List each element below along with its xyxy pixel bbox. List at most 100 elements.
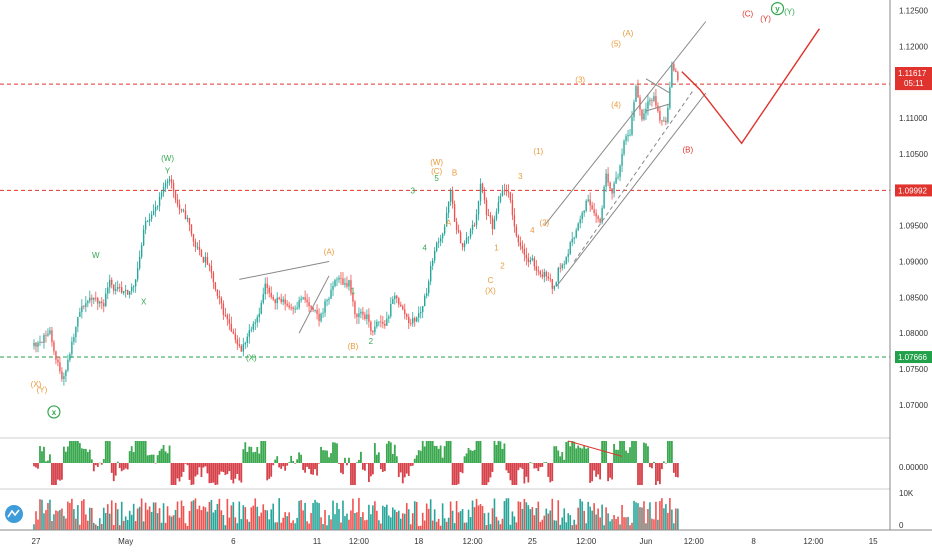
osc-bar: [80, 448, 83, 463]
candle: [471, 220, 474, 235]
candle: [270, 286, 272, 300]
time-axis[interactable]: 27 May 6 11 12:00 18 12:00 25 12:00 Jun 12:00 8 12:0…: [0, 529, 932, 550]
channel-1-upper[interactable]: [239, 261, 330, 280]
osc-bar: [443, 446, 446, 463]
volume-bar: [350, 510, 352, 530]
volume-bar: [505, 498, 508, 530]
channel-1-lower[interactable]: [298, 275, 330, 334]
volume-bar: [567, 513, 570, 530]
tradingview-logo-icon[interactable]: [5, 505, 23, 523]
candle: [192, 233, 195, 247]
volume-bar: [164, 522, 167, 530]
wave-label: (X): [31, 380, 42, 389]
osc-bar: [128, 451, 131, 463]
volume-bar: [51, 520, 53, 530]
osc-bar: [461, 463, 464, 474]
volume-bar: [429, 499, 432, 530]
volume-bar: [360, 516, 362, 530]
channel-2-upper[interactable]: [543, 21, 707, 227]
volume-bar: [146, 509, 149, 530]
candle: [115, 281, 117, 295]
osc-bar: [565, 442, 568, 463]
volume-bar: [130, 514, 133, 530]
candle: [344, 277, 346, 288]
volume-bar: [53, 514, 55, 530]
candle: [320, 312, 322, 323]
osc-bar: [176, 463, 179, 479]
candle: [433, 247, 436, 264]
volume-bar: [200, 510, 203, 530]
volume-bar: [655, 501, 657, 530]
volume-bar: [314, 499, 316, 530]
wedge-lower[interactable]: [645, 103, 671, 112]
wedge-upper[interactable]: [645, 78, 671, 94]
osc-bar: [471, 450, 474, 463]
candle: [144, 216, 147, 235]
osc-bar: [284, 463, 287, 471]
osc-bar: [529, 462, 532, 463]
volume-bar: [453, 523, 456, 530]
osc-bar: [635, 441, 637, 463]
osc-bar: [451, 463, 454, 485]
osc-trend-line[interactable]: [568, 440, 623, 457]
candle: [107, 282, 109, 300]
volume-bar: [208, 501, 211, 530]
volume-bar: [124, 516, 127, 530]
osc-bar: [226, 463, 229, 475]
price-axis[interactable]: 1.125001.120001.115001.110001.105001.100…: [889, 0, 932, 530]
osc-bar: [218, 463, 221, 475]
osc-bar: [377, 452, 380, 463]
candle: [190, 224, 193, 237]
candle: [475, 209, 478, 229]
svg-text:1.09992: 1.09992: [898, 186, 927, 195]
volume-bar: [170, 516, 173, 530]
osc-bar: [567, 441, 570, 463]
volume-bar: [487, 512, 490, 530]
volume-bar: [368, 504, 370, 530]
volume-bar: [380, 523, 382, 530]
candle: [234, 328, 237, 344]
volume-bar: [144, 502, 147, 530]
candle: [260, 300, 262, 315]
candle: [551, 278, 553, 295]
volume-bar: [264, 509, 267, 530]
candle: [298, 296, 300, 310]
candle: [103, 299, 105, 313]
osc-bar: [294, 463, 297, 464]
osc-bar: [138, 441, 141, 463]
osc-bar: [589, 463, 592, 483]
volume-bar: [441, 503, 444, 530]
candle: [567, 248, 569, 263]
candle: [589, 192, 591, 212]
osc-bar: [499, 441, 502, 463]
volume-bar: [451, 510, 454, 530]
volume-bar: [296, 517, 298, 530]
candle: [523, 243, 526, 262]
osc-bar: [302, 463, 305, 470]
candle: [649, 97, 651, 106]
volume-bar: [405, 503, 408, 530]
osc-bar: [33, 463, 35, 467]
candle: [168, 175, 171, 186]
osc-bar: [132, 452, 135, 463]
volume-bar: [491, 508, 494, 530]
wave-label: (Y): [760, 14, 771, 23]
volume-bar: [523, 498, 526, 530]
candle: [53, 340, 55, 355]
volume-bar: [59, 509, 61, 530]
channel-2-lower[interactable]: [555, 92, 707, 287]
projection[interactable]: [681, 28, 820, 145]
candle: [575, 227, 577, 239]
wave-label: (X): [246, 353, 257, 362]
osc-bar: [232, 463, 235, 484]
candle: [406, 313, 408, 320]
wave-degree-circle: x: [47, 405, 61, 419]
candle: [667, 104, 669, 124]
volume-bar: [407, 509, 410, 530]
wave-label: A: [446, 219, 452, 228]
volume-bar: [533, 515, 536, 530]
osc-bar: [98, 462, 101, 464]
